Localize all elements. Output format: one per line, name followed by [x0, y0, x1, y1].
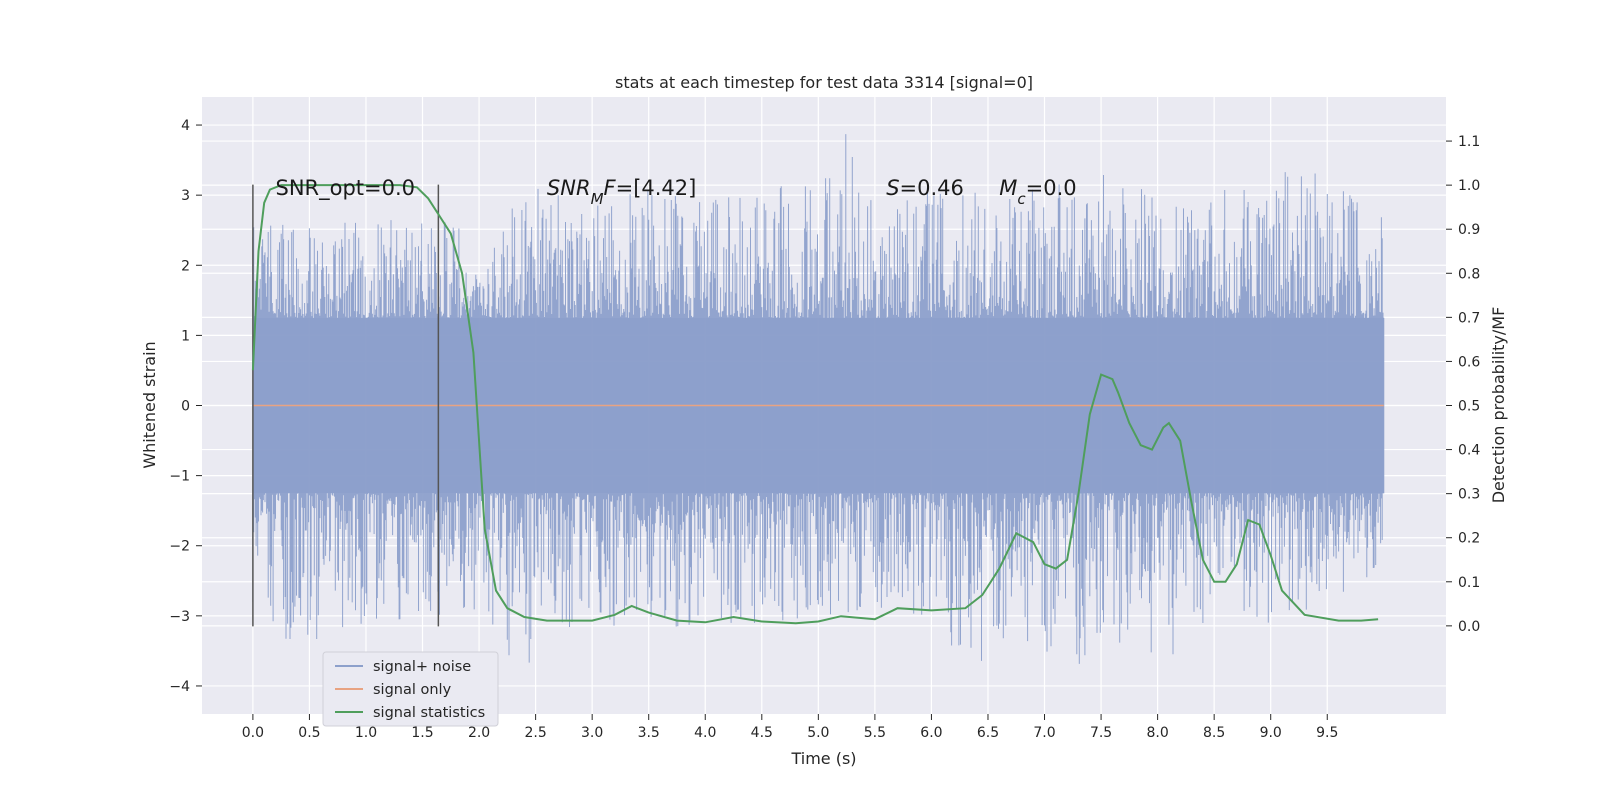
x-tick-label: 9.5: [1316, 725, 1338, 741]
x-axis-label: Time (s): [790, 749, 856, 768]
x-tick-label: 0.0: [242, 725, 264, 741]
y-right-tick-label: 0.3: [1458, 487, 1480, 503]
annotation-part: c: [1017, 190, 1026, 208]
statistics-line: [251, 184, 1379, 625]
y-tick-label: 2: [181, 258, 190, 274]
x-tick-label: 7.5: [1090, 725, 1112, 741]
x-tick-label: 0.5: [298, 725, 320, 741]
x-tick-label: 4.0: [694, 725, 716, 741]
x-tick-label: 8.5: [1203, 725, 1225, 741]
x-tick-label: 2.0: [468, 725, 490, 741]
annotation-part: SNR_opt=0.0: [276, 176, 416, 201]
x-axis-ticks: 0.0 0.5 1.0 1.5 2.0 2.5 3.0 3.5 4.0 4.5 5.0 5.5 6.0 6…: [242, 714, 1338, 741]
annotation-part: M: [591, 190, 604, 208]
legend: signal+ noise signal only signal statistic…: [322, 651, 499, 727]
y-right-tick-label: 0.0: [1458, 619, 1480, 635]
x-tick-label: 4.5: [751, 725, 773, 741]
y-tick-label: −1: [169, 469, 190, 485]
x-tick-label: 1.5: [411, 725, 433, 741]
right-axis-ticks: 1.1 1.0 0.9 0.8 0.7 0.6 0.5 0.4 0.3 0.2 0.1 0.0: [1446, 134, 1480, 635]
y-right-tick-label: 0.4: [1458, 443, 1480, 459]
y-right-tick-label: 0.5: [1458, 399, 1480, 415]
annotation-part: =0.46: [900, 176, 964, 200]
x-tick-label: 5.0: [807, 725, 829, 741]
annotation-text: SNR_opt=0.0: [276, 176, 416, 201]
x-tick-label: 2.5: [524, 725, 546, 741]
y-right-tick-label: 1.1: [1458, 134, 1480, 150]
legend-box: [322, 651, 499, 727]
y-right-tick-label: 0.6: [1458, 354, 1480, 370]
x-tick-label: 5.5: [864, 725, 886, 741]
annotation-text: Mc=0.0: [999, 176, 1076, 208]
annotation-text: SNRMF=[4.42]: [547, 176, 696, 208]
annotations: SNR_opt=0.0 SNRMF=[4.42] S=0.46 Mc=0.0: [276, 176, 1077, 208]
window-markers: [252, 184, 440, 627]
x-tick-label: 1.0: [355, 725, 377, 741]
statistics-series: [251, 184, 1379, 625]
left-axis-ticks: 4 3 2 1 0 −1 −2 −3 −4: [169, 118, 202, 695]
annotation-part: M: [999, 176, 1017, 200]
y-right-tick-label: 0.7: [1458, 310, 1480, 326]
y-right-tick-label: 0.2: [1458, 531, 1480, 547]
y-tick-label: 4: [181, 118, 190, 134]
y-right-tick-label: 1.0: [1458, 178, 1480, 194]
y-tick-label: 0: [181, 399, 190, 415]
y-tick-label: 3: [181, 188, 190, 204]
x-tick-label: 7.0: [1033, 725, 1055, 741]
annotation-part: S: [886, 176, 899, 200]
x-tick-label: 6.0: [920, 725, 942, 741]
chart-title: stats at each timestep for test data 331…: [615, 73, 1033, 92]
x-tick-label: 8.0: [1146, 725, 1168, 741]
y-tick-label: 1: [181, 328, 190, 344]
y-tick-label: −3: [169, 609, 190, 625]
y-tick-label: −4: [169, 679, 190, 695]
annotation-part: =0.0: [1026, 176, 1077, 200]
legend-label: signal+ noise: [373, 659, 471, 675]
x-tick-label: 6.5: [977, 725, 999, 741]
y-right-tick-label: 0.8: [1458, 266, 1480, 282]
y-right-tick-label: 0.1: [1458, 575, 1480, 591]
annotation-part: =[4.42]: [616, 176, 697, 200]
x-tick-label: 3.0: [581, 725, 603, 741]
annotation-part: SNR: [547, 176, 591, 200]
y-tick-label: −2: [169, 539, 190, 555]
annotation-part: F: [604, 176, 617, 200]
x-tick-label: 9.0: [1260, 725, 1282, 741]
legend-label: signal statistics: [373, 705, 485, 721]
annotation-text: S=0.46: [886, 176, 964, 200]
y-right-axis-label: Detection probability/MF: [1489, 307, 1508, 504]
y-axis-label: Whitened strain: [140, 341, 159, 468]
x-tick-label: 3.5: [638, 725, 660, 741]
legend-label: signal only: [373, 682, 452, 698]
y-right-tick-label: 0.9: [1458, 222, 1480, 238]
